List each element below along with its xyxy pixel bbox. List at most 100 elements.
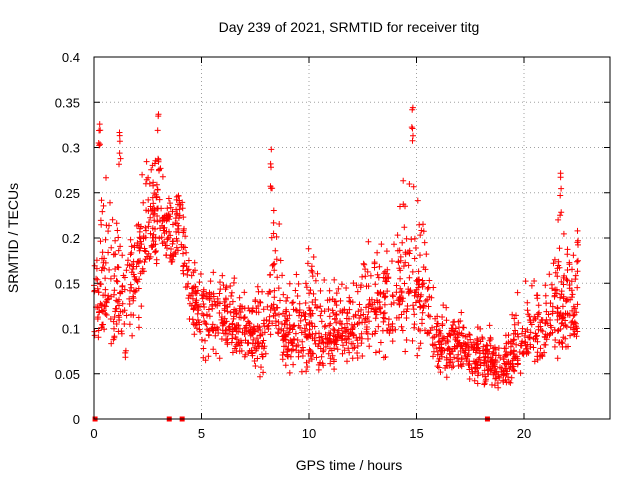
data-point — [128, 243, 135, 250]
data-point — [330, 309, 337, 316]
data-point — [465, 362, 472, 369]
data-point — [347, 298, 354, 305]
data-point — [500, 377, 507, 384]
data-point — [513, 312, 519, 319]
data-point — [564, 267, 571, 273]
data-point — [406, 274, 413, 281]
data-point — [320, 340, 327, 346]
data-point — [241, 289, 248, 296]
data-point — [412, 245, 419, 251]
data-point — [185, 280, 192, 287]
data-point — [200, 345, 207, 352]
data-point — [174, 220, 180, 227]
data-point — [468, 364, 475, 371]
data-point — [100, 202, 107, 209]
data-point — [295, 322, 302, 329]
data-point — [332, 337, 339, 344]
data-point — [359, 353, 366, 359]
data-point — [274, 329, 281, 336]
data-point — [569, 266, 575, 273]
data-point — [282, 333, 289, 340]
data-point — [270, 219, 277, 226]
data-point — [170, 253, 177, 260]
data-point — [541, 341, 548, 348]
data-point — [210, 346, 217, 353]
data-point — [462, 341, 469, 347]
data-point — [318, 318, 325, 325]
data-point — [474, 340, 481, 347]
data-point — [232, 334, 239, 341]
data-point — [417, 232, 424, 239]
data-point — [372, 328, 379, 335]
data-point — [218, 336, 225, 342]
data-point — [169, 208, 176, 215]
data-point — [114, 264, 121, 270]
data-point — [95, 334, 102, 341]
data-point — [507, 343, 514, 350]
data-point — [349, 345, 356, 352]
data-point — [356, 315, 363, 321]
data-point — [400, 177, 407, 184]
data-point — [155, 158, 162, 165]
data-point — [154, 218, 161, 225]
data-point — [322, 343, 329, 350]
data-point — [325, 306, 332, 313]
data-point — [160, 225, 167, 231]
data-point — [289, 326, 296, 333]
data-point — [479, 371, 486, 378]
data-point — [556, 312, 563, 319]
data-point — [275, 325, 282, 332]
data-point — [271, 267, 278, 274]
data-point — [474, 324, 481, 331]
data-point — [415, 291, 422, 298]
data-point — [396, 247, 403, 254]
data-point — [545, 311, 552, 318]
data-point — [407, 287, 414, 294]
data-point — [265, 290, 272, 297]
data-point — [94, 276, 101, 283]
data-point — [235, 328, 242, 335]
data-point — [111, 334, 118, 341]
data-point — [396, 300, 403, 307]
data-point — [279, 356, 286, 363]
data-point — [159, 173, 166, 180]
data-point — [409, 106, 416, 113]
data-point — [292, 330, 299, 337]
data-point — [117, 243, 124, 250]
data-point — [485, 366, 492, 373]
data-point — [338, 321, 345, 328]
data-point — [503, 348, 510, 355]
data-point — [102, 310, 109, 317]
data-point — [183, 249, 190, 256]
data-point — [241, 331, 248, 337]
data-point — [409, 337, 416, 344]
data-point — [97, 300, 104, 307]
data-point — [269, 185, 276, 192]
data-point — [354, 350, 361, 356]
data-point — [414, 352, 421, 359]
plot-frame — [93, 56, 611, 420]
data-point — [398, 323, 405, 330]
data-point — [97, 238, 104, 245]
data-point — [346, 349, 353, 356]
data-point — [101, 265, 108, 272]
y-tick-label: 0.05 — [55, 367, 80, 382]
data-point — [419, 316, 425, 323]
data-point — [353, 282, 360, 289]
data-point — [321, 323, 328, 330]
data-point — [94, 285, 101, 292]
data-point — [399, 239, 406, 246]
data-point — [166, 228, 172, 235]
data-point — [509, 340, 516, 347]
data-point — [557, 212, 564, 219]
data-point — [530, 335, 537, 342]
data-point — [252, 347, 259, 354]
data-point — [195, 317, 201, 323]
data-point — [186, 316, 193, 322]
data-point — [122, 354, 129, 361]
data-point — [501, 345, 508, 352]
data-point — [397, 294, 404, 301]
data-point — [462, 333, 469, 340]
data-point — [514, 355, 521, 362]
y-tick-label: 0 — [73, 412, 80, 427]
